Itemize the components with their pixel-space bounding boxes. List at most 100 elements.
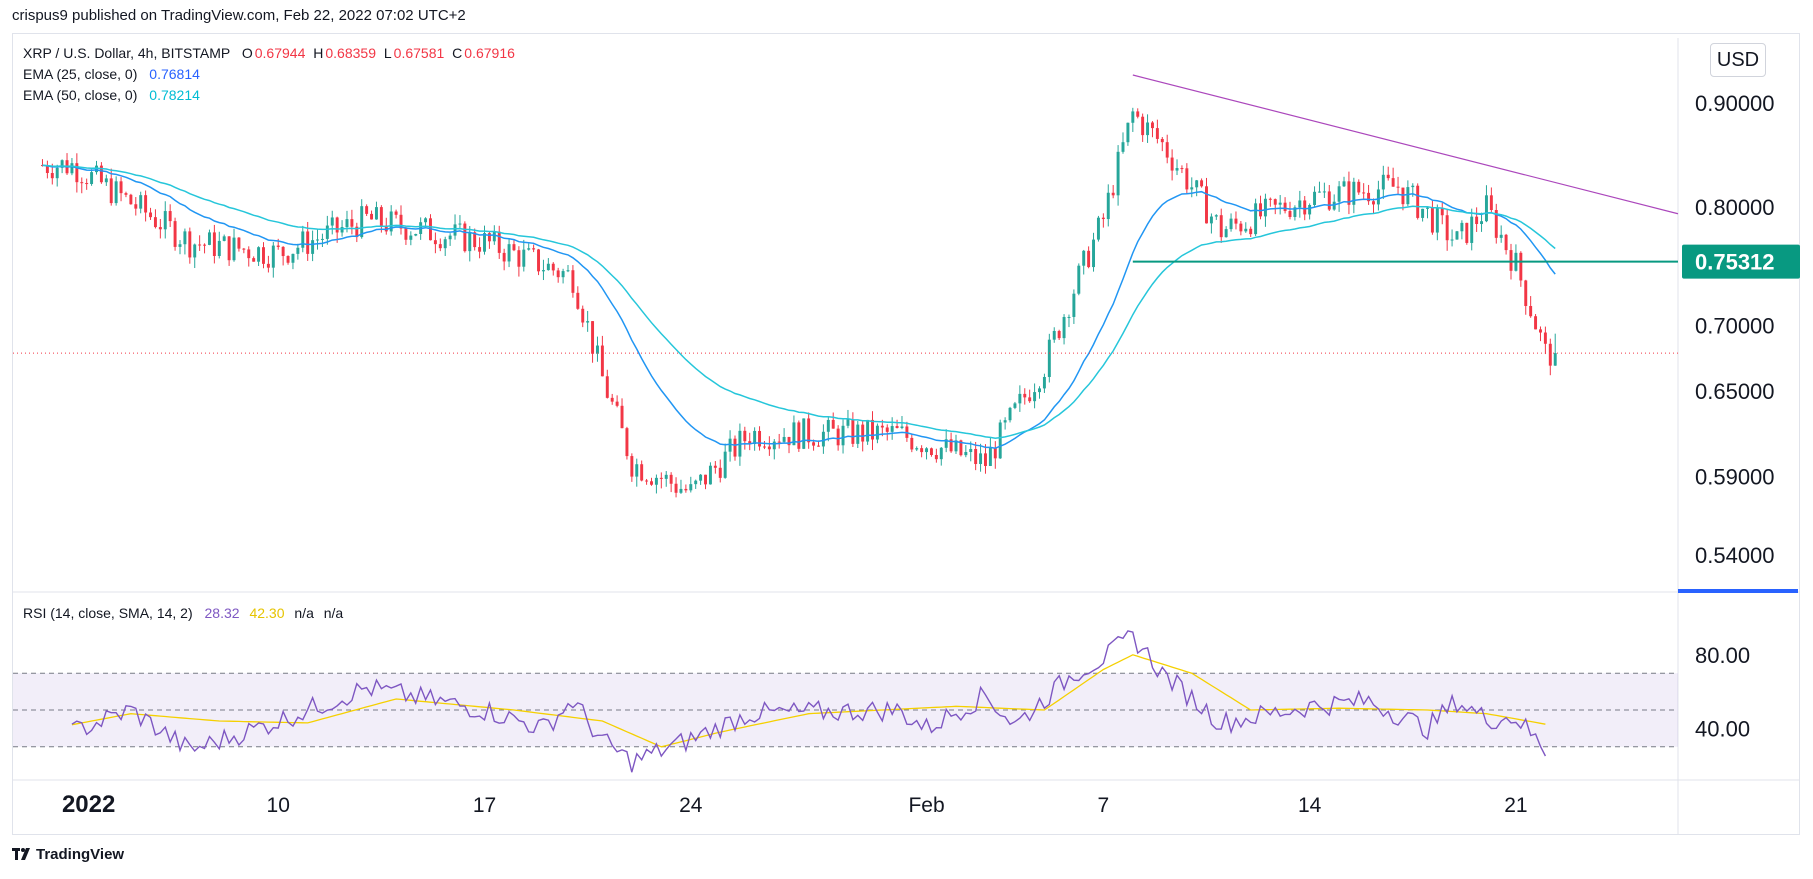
candle-body (551, 263, 555, 271)
candle-body (203, 244, 207, 246)
candle-body (969, 448, 973, 453)
rsi-sma-line (71, 654, 1546, 748)
candle-body (718, 467, 722, 478)
candle-body (1195, 180, 1199, 188)
candle-body (954, 440, 958, 452)
candle-body (394, 211, 398, 215)
candle-body (708, 465, 712, 485)
time-tick-label: 14 (1298, 794, 1322, 817)
candle-body (379, 207, 383, 226)
candle-body (1033, 392, 1037, 402)
candle-body (699, 474, 703, 481)
price-tick-label: 0.70000 (1695, 313, 1775, 338)
time-tick-label: 10 (267, 794, 290, 817)
candle-body (134, 204, 138, 209)
candle-body (330, 217, 334, 226)
candle-body (895, 426, 899, 428)
candle-body (546, 263, 550, 271)
candle-body (222, 236, 226, 241)
candle-body (1391, 178, 1395, 187)
symbol-label: XRP / U.S. Dollar, 4h, BITSTAMP (23, 45, 230, 61)
candle-body (50, 173, 54, 179)
candle-body (207, 232, 211, 245)
candle-body (109, 178, 113, 204)
candle-body (1381, 174, 1385, 190)
rsi-tick-label: 80.00 (1695, 643, 1750, 668)
ema50-line (42, 164, 1556, 439)
currency-button[interactable]: USD (1710, 43, 1766, 77)
candle-body (296, 247, 300, 254)
candle-body (762, 446, 766, 448)
candle-body (944, 439, 948, 448)
candle-body (1327, 191, 1331, 210)
price-legend: XRP / U.S. Dollar, 4h, BITSTAMP O 0.67944… (23, 45, 515, 61)
candle-body (1052, 330, 1056, 340)
candle-body (1357, 181, 1361, 193)
candle-body (1067, 316, 1071, 318)
candle-body (1170, 157, 1174, 171)
candle-body (571, 270, 575, 293)
candle-body (846, 419, 850, 426)
candle-body (1440, 208, 1444, 216)
candle-body (684, 488, 688, 491)
candle-body (183, 231, 187, 245)
candle-body (861, 424, 865, 442)
candle-body (1435, 208, 1439, 233)
candle-body (1254, 203, 1258, 235)
candle-body (178, 244, 182, 247)
candle-body (1499, 234, 1503, 238)
candle-body (1411, 185, 1415, 188)
candle-body (1367, 192, 1371, 202)
candle-body (55, 167, 59, 179)
candle-body (193, 244, 197, 258)
candle-body (119, 181, 123, 194)
candle-body (517, 250, 521, 267)
candle-body (433, 240, 437, 245)
candle-body (595, 345, 599, 354)
candle-body (144, 195, 148, 213)
candle-body (355, 226, 359, 238)
candle-body (458, 223, 462, 225)
rsi-value: 28.32 (204, 605, 240, 621)
candle-body (1028, 397, 1032, 402)
candle-body (1229, 218, 1233, 230)
candle-body (306, 231, 310, 254)
candle-body (1337, 186, 1341, 202)
chart-frame (12, 33, 1800, 835)
candle-body (1313, 191, 1317, 206)
candle-body (640, 464, 644, 481)
candle-body (984, 453, 987, 466)
candle-body (291, 253, 295, 263)
candle-body (463, 223, 467, 252)
candle-body (674, 483, 678, 493)
candle-body (399, 214, 403, 229)
ema25-value: 0.76814 (149, 66, 200, 82)
candle-body (537, 249, 541, 272)
candle-body (1401, 187, 1405, 205)
candle-body (1038, 388, 1041, 393)
pane-resize-handle (1678, 589, 1798, 593)
candle-body (998, 422, 1002, 459)
candles-group (40, 107, 1557, 498)
ohlc-open-key: O (241, 45, 253, 61)
candle-body (733, 438, 737, 457)
candle-body (1539, 329, 1542, 333)
candle-body (880, 425, 884, 428)
candle-body (1421, 208, 1425, 218)
candle-body (1155, 128, 1159, 139)
candle-body (812, 442, 816, 446)
candle-body (404, 228, 408, 240)
candle-body (1372, 201, 1375, 205)
candle-body (1111, 192, 1115, 196)
candle-body (139, 195, 143, 209)
ema50-legend: EMA (50, close, 0) 0.78214 (23, 87, 200, 103)
candle-body (664, 474, 668, 479)
candle-body (1259, 203, 1262, 217)
candle-body (1347, 181, 1351, 205)
candle-body (1047, 339, 1051, 377)
candle-body (1136, 111, 1140, 117)
ema25-label: EMA (25, close, 0) (23, 66, 138, 82)
time-tick-label: 17 (473, 794, 496, 817)
candle-body (964, 452, 968, 456)
